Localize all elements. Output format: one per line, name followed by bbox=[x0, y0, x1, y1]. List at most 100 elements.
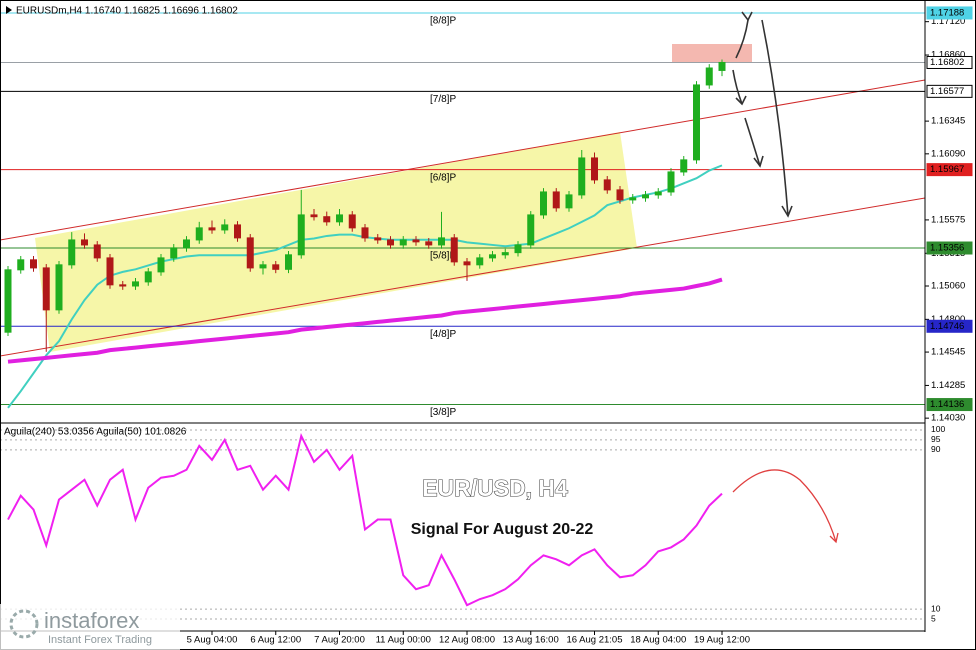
target-zone bbox=[672, 44, 752, 62]
x-tick-label: 5 Aug 04:00 bbox=[187, 635, 238, 646]
candle-body bbox=[30, 259, 37, 269]
candle-body bbox=[438, 237, 445, 246]
forecast-arrow-head bbox=[829, 532, 839, 544]
candle-body bbox=[387, 239, 394, 246]
candle-body bbox=[489, 254, 496, 259]
indicator-line bbox=[7, 433, 723, 607]
x-tick-label: 11 Aug 00:00 bbox=[376, 635, 431, 646]
candle-body bbox=[450, 237, 458, 263]
candle-body bbox=[425, 241, 433, 246]
y-tick-label: 1.15060 bbox=[931, 281, 965, 292]
candle-body bbox=[42, 267, 50, 311]
arrow-head bbox=[735, 95, 747, 106]
x-tick-label: 12 Aug 08:00 bbox=[439, 635, 495, 646]
candle-body bbox=[170, 247, 178, 259]
candle-body bbox=[285, 254, 292, 270]
y-tick-label: 1.15575 bbox=[931, 214, 965, 225]
candle-body bbox=[603, 179, 611, 191]
header: EURUSDm,H4 1.16740 1.16825 1.16696 1.168… bbox=[16, 6, 238, 17]
price-label: 1.15967 bbox=[930, 164, 964, 175]
candle-body bbox=[297, 214, 305, 256]
candle-body bbox=[272, 264, 280, 270]
y-tick-label: 1.14800 bbox=[931, 314, 965, 325]
current-price-box bbox=[926, 55, 973, 69]
candle-body bbox=[374, 237, 382, 241]
candle-body bbox=[81, 239, 88, 246]
x-tick-label: 19 Aug 12:00 bbox=[694, 635, 750, 646]
level-name: [7/8]P bbox=[430, 94, 456, 105]
watermark: instaforex Instant Forex Trading bbox=[0, 604, 180, 650]
candle-body bbox=[208, 227, 216, 231]
candle-body bbox=[144, 271, 152, 283]
price-label-box bbox=[926, 241, 973, 255]
candle-body bbox=[361, 227, 369, 239]
y-tick-label: 100 bbox=[931, 424, 945, 434]
candle-body bbox=[527, 214, 535, 246]
candle-body bbox=[718, 61, 726, 71]
arrow-head bbox=[781, 205, 793, 218]
y-tick-label: 1.14545 bbox=[931, 347, 965, 358]
candle-body bbox=[119, 284, 127, 287]
price-label-box bbox=[926, 319, 973, 333]
candle-body bbox=[55, 264, 63, 311]
candle-body bbox=[310, 214, 318, 218]
y-tick-label: 1.14285 bbox=[931, 380, 965, 391]
logo bbox=[9, 609, 39, 639]
arrows bbox=[732, 11, 793, 218]
arrow-head bbox=[741, 11, 753, 22]
plot bbox=[0, 59, 925, 620]
candle-body bbox=[463, 261, 471, 266]
candle-body bbox=[629, 197, 637, 201]
candle-body bbox=[591, 157, 598, 181]
candle-body bbox=[578, 157, 586, 196]
candle-body bbox=[501, 252, 509, 256]
candle-body bbox=[642, 194, 649, 199]
x-tick-label: 6 Aug 12:00 bbox=[250, 635, 301, 646]
channel-lower bbox=[0, 197, 926, 357]
candle-body bbox=[654, 191, 662, 196]
candle-body bbox=[93, 244, 101, 259]
levels: [8/8]P [7/8]P [6/8]P [5/8]P [4/8]P [3/8]P bbox=[0, 12, 925, 418]
candle-body bbox=[565, 194, 573, 209]
price-label-box bbox=[926, 398, 973, 412]
candle-body bbox=[348, 214, 356, 229]
price-label-box bbox=[926, 6, 973, 20]
indicator-title: Aguila(240) 53.0356 Aguila(50) 101.0826 bbox=[4, 427, 187, 438]
candle-body bbox=[221, 224, 229, 231]
level-name: [6/8]P bbox=[430, 172, 456, 183]
price-label: 1.14746 bbox=[930, 321, 964, 332]
level-name: [3/8]P bbox=[430, 407, 456, 418]
price-label-box bbox=[926, 84, 973, 98]
candle-body bbox=[68, 239, 76, 266]
watermark-tagline: Instant Forex Trading bbox=[48, 634, 152, 646]
channel-highlight bbox=[35, 132, 637, 352]
arrow bbox=[735, 19, 749, 59]
candle-body bbox=[336, 214, 343, 223]
candle-body bbox=[693, 84, 700, 161]
candle-body bbox=[412, 239, 420, 243]
y-tick-label: 10 bbox=[931, 603, 941, 613]
candle-body bbox=[616, 189, 624, 201]
level-name: [5/8]P bbox=[430, 251, 456, 262]
y-tick-label: 5 bbox=[931, 613, 936, 623]
watermark-brand: instaforex bbox=[44, 608, 139, 633]
y-tick-label: 1.14030 bbox=[931, 413, 965, 424]
candle-body bbox=[195, 227, 203, 241]
channel-upper bbox=[0, 79, 926, 241]
candle-body bbox=[17, 259, 25, 271]
price-label: 1.14136 bbox=[930, 399, 964, 410]
candle-body bbox=[399, 239, 407, 246]
candle-body bbox=[4, 269, 12, 333]
level-name: [8/8]P bbox=[430, 16, 456, 27]
x-tick-label: 7 Aug 20:00 bbox=[314, 635, 365, 646]
candle-body bbox=[476, 257, 484, 266]
candle-body bbox=[705, 67, 713, 86]
y-tick-label: 1.17120 bbox=[931, 16, 965, 27]
candle-body bbox=[246, 237, 254, 269]
moving-average bbox=[7, 277, 723, 364]
candle-body bbox=[132, 281, 139, 287]
price-label: 1.15356 bbox=[930, 243, 964, 254]
candle-body bbox=[552, 191, 560, 209]
